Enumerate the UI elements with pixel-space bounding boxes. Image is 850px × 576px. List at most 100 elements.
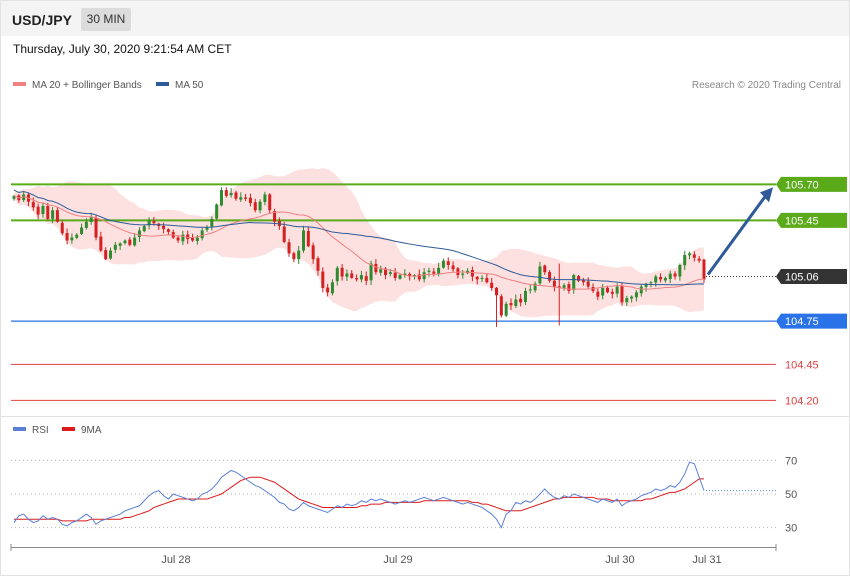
candle-body xyxy=(683,254,687,266)
candle-body xyxy=(673,273,677,277)
candle-body xyxy=(306,230,310,247)
candle-body xyxy=(128,239,132,245)
candle-body xyxy=(99,236,103,251)
x-tick-label: Jul 29 xyxy=(383,554,412,566)
candle-body xyxy=(437,267,441,274)
level-tag-104-75 xyxy=(776,313,847,329)
candle-body xyxy=(31,202,35,208)
candle-body xyxy=(234,192,238,199)
candle-body xyxy=(191,238,195,241)
candle-body xyxy=(355,278,359,280)
candle-body xyxy=(142,226,146,232)
candle-body xyxy=(548,272,552,281)
candle-body xyxy=(451,265,455,270)
candle-body xyxy=(215,204,219,219)
candle-body xyxy=(398,275,402,279)
candle-body xyxy=(388,272,392,275)
candle-body xyxy=(480,277,484,279)
candle-body xyxy=(94,218,98,238)
candle-body xyxy=(403,273,407,275)
candle-body xyxy=(104,250,108,260)
candle-body xyxy=(519,298,523,303)
rsi-tick-50: 50 xyxy=(785,489,797,501)
candle-body xyxy=(562,285,566,288)
candle-body xyxy=(692,254,696,258)
candle-body xyxy=(456,268,460,276)
candle-body xyxy=(659,276,663,280)
ma9-swatch xyxy=(62,427,75,432)
candle-body xyxy=(84,221,88,228)
candle-body xyxy=(490,282,494,289)
candle-body xyxy=(55,210,59,222)
candle-body xyxy=(326,287,330,293)
candle-body xyxy=(311,245,315,260)
candle-body xyxy=(499,296,503,316)
candle-body xyxy=(509,303,513,306)
rsi-swatch xyxy=(13,427,26,432)
candle-body xyxy=(123,240,127,244)
candle-body xyxy=(133,237,137,246)
candle-body xyxy=(596,291,600,297)
level-label-104-20: 104.20 xyxy=(785,395,819,407)
candle-body xyxy=(605,287,609,293)
candle-body xyxy=(610,291,614,294)
timeframe-badge[interactable]: 30 MIN xyxy=(81,8,131,31)
candle-body xyxy=(340,267,344,277)
candle-body xyxy=(485,278,489,283)
rsi-line xyxy=(13,461,705,529)
candle-body xyxy=(118,243,122,246)
candle-body xyxy=(46,205,50,219)
candle-body xyxy=(427,270,431,272)
candle-body xyxy=(654,276,658,283)
candle-body xyxy=(359,275,363,280)
candle-body xyxy=(316,258,320,271)
candle-body xyxy=(668,273,672,279)
bollinger-band xyxy=(14,168,704,318)
candle-body xyxy=(393,272,397,278)
candle-body xyxy=(205,227,209,230)
candle-body xyxy=(495,287,499,296)
level-tag-105-45 xyxy=(776,212,847,228)
ma20-label: MA 20 + Bollinger Bands xyxy=(32,80,142,91)
candle-body xyxy=(514,299,518,306)
datetime-label: Thursday, July 30, 2020 9:21:54 AM CET xyxy=(13,42,232,56)
x-tick-label: Jul 30 xyxy=(605,554,634,566)
candle-body xyxy=(412,275,416,277)
candle-body xyxy=(408,273,412,277)
candle-body xyxy=(350,273,354,278)
candle-body xyxy=(649,282,653,284)
candle-body xyxy=(601,288,605,296)
legend-9ma: 9MA xyxy=(62,425,102,436)
level-label-104-75: 104.75 xyxy=(785,316,819,328)
candle-body xyxy=(446,261,450,265)
ma50-swatch xyxy=(156,82,169,87)
candle-body xyxy=(253,202,257,211)
ma50-line xyxy=(13,189,705,286)
candle-body xyxy=(644,283,648,287)
chart-header: USD/JPY 30 MIN xyxy=(1,1,849,36)
candle-body xyxy=(364,276,368,281)
candle-body xyxy=(89,217,93,222)
candle-body xyxy=(475,276,479,280)
candle-body xyxy=(137,230,141,238)
ma9-legend-label: 9MA xyxy=(81,425,102,436)
candle-body xyxy=(615,286,619,294)
projection-arrow xyxy=(706,194,768,276)
candle-body xyxy=(239,197,243,200)
candle-body xyxy=(639,286,643,294)
candle-body xyxy=(345,273,349,277)
candle-body xyxy=(12,195,16,199)
candle-body xyxy=(577,276,581,281)
candle-body xyxy=(374,263,378,273)
candle-body xyxy=(65,233,69,241)
candle-body xyxy=(379,269,383,273)
candle-body xyxy=(432,271,436,274)
candle-body xyxy=(543,265,547,273)
candle-body xyxy=(224,190,228,196)
candle-body xyxy=(166,229,170,232)
candle-body xyxy=(219,190,223,206)
ma20-swatch xyxy=(13,82,26,87)
candle-body xyxy=(75,234,79,238)
ma50-label: MA 50 xyxy=(175,80,204,91)
